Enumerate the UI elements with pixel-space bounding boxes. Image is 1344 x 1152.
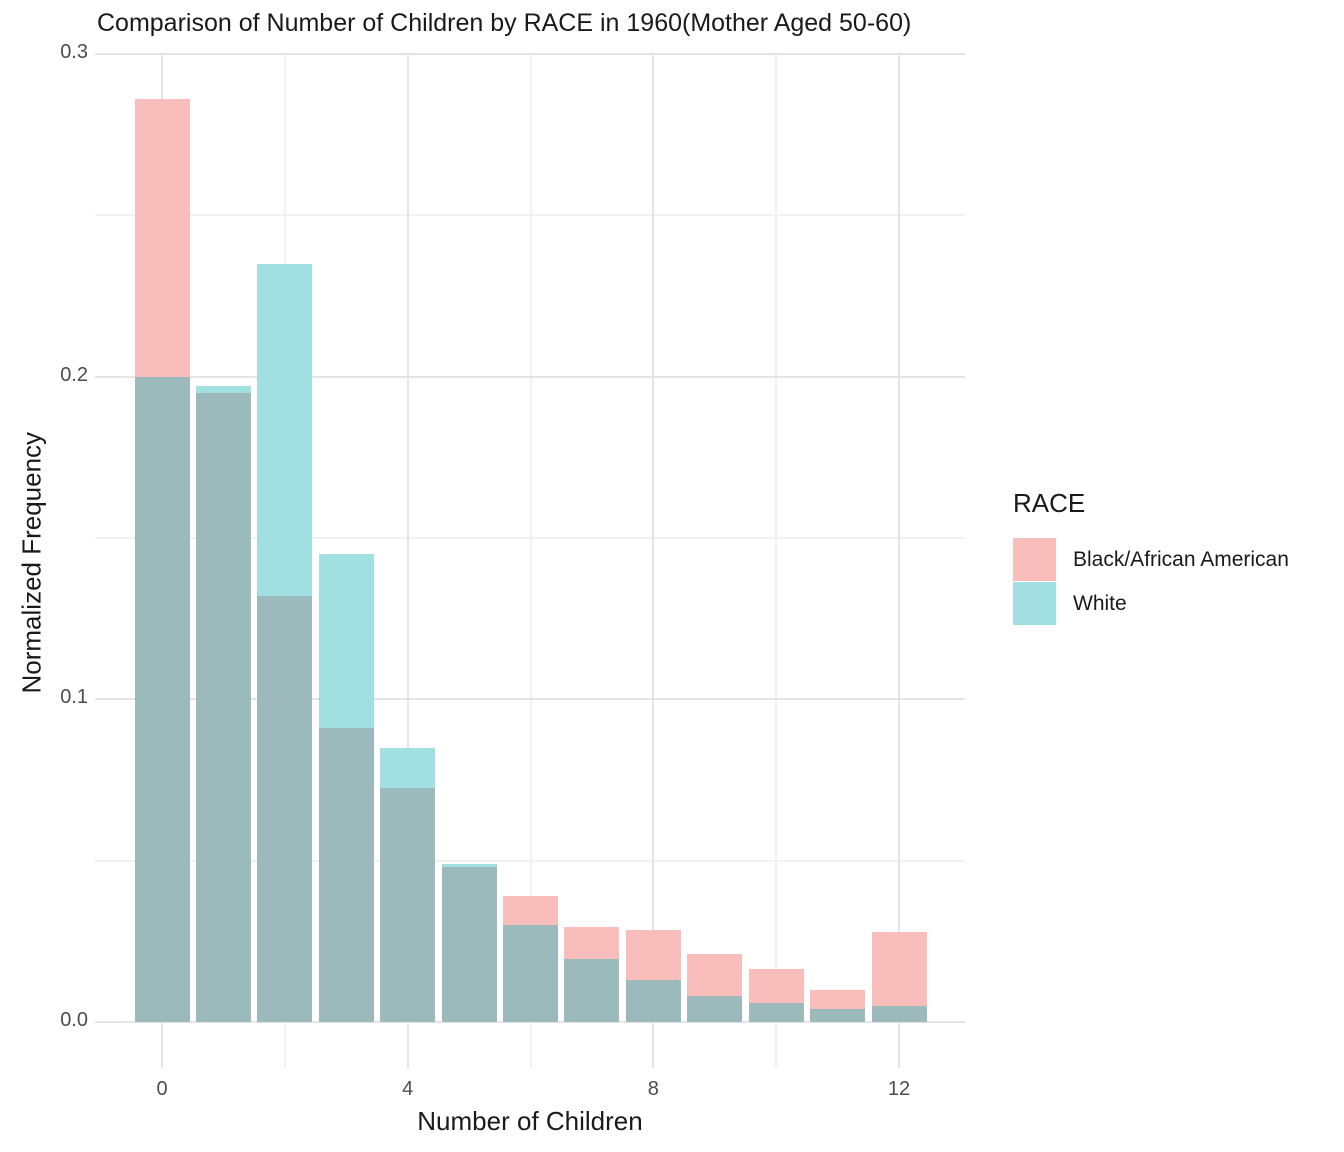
legend-swatch-black-african-american	[1013, 538, 1056, 581]
bar-overlap-x6	[503, 925, 559, 1022]
bar-black-x6	[503, 896, 559, 926]
legend-item-black-african-american: Black/African American	[1013, 538, 1333, 581]
y-minor-gridline	[95, 214, 965, 217]
bar-overlap-x3	[318, 728, 374, 1022]
x-tick-label: 0	[156, 1078, 168, 1100]
x-tick-label: 8	[647, 1078, 659, 1100]
bar-black-x9	[687, 954, 743, 997]
bar-white-x1	[195, 386, 251, 393]
y-major-gridline	[95, 698, 965, 701]
chart-title: Comparison of Number of Children by RACE…	[97, 9, 912, 37]
bar-overlap-x9	[687, 996, 743, 1022]
legend: RACE Black/African American White	[1013, 488, 1333, 626]
bar-white-x3	[318, 554, 374, 729]
x-minor-gridline	[775, 54, 778, 1068]
y-minor-gridline	[95, 536, 965, 539]
legend-label: Black/African American	[1073, 547, 1289, 571]
bar-overlap-x1	[195, 392, 251, 1022]
x-major-gridline	[898, 54, 901, 1068]
bar-overlap-x2	[257, 596, 313, 1022]
bar-black-x11	[810, 989, 866, 1010]
x-tick-label: 12	[887, 1078, 911, 1100]
y-minor-gridline	[95, 859, 965, 862]
y-tick-label: 0.3	[60, 40, 88, 63]
bar-overlap-x12	[871, 1005, 927, 1022]
x-tick-label: 4	[402, 1078, 414, 1100]
y-axis-title: Normalized Frequency	[16, 431, 47, 694]
bar-black-x0	[134, 99, 190, 377]
bar-black-x7	[564, 926, 620, 960]
bar-white-x2	[257, 263, 313, 597]
legend-item-white: White	[1013, 582, 1333, 625]
bar-overlap-x4	[380, 788, 436, 1022]
y-major-gridline	[95, 1021, 965, 1023]
x-major-gridline	[652, 54, 655, 1068]
y-tick-label: 0.0	[60, 1009, 88, 1031]
x-minor-gridline	[283, 54, 286, 1068]
bar-overlap-x10	[748, 1002, 804, 1022]
legend-swatch-white	[1013, 582, 1056, 625]
bar-black-x12	[871, 931, 927, 1006]
x-minor-gridline	[529, 54, 532, 1068]
bar-overlap-x5	[441, 867, 497, 1022]
x-axis-title: Number of Children	[417, 1106, 643, 1136]
bar-overlap-x0	[134, 376, 190, 1022]
bar-overlap-x11	[810, 1009, 866, 1022]
x-major-gridline	[406, 54, 409, 1068]
bar-overlap-x7	[564, 959, 620, 1022]
bar-overlap-x8	[625, 980, 681, 1022]
bar-black-x10	[748, 968, 804, 1003]
bar-white-x4	[380, 747, 436, 789]
x-major-gridline	[161, 54, 163, 1068]
y-tick-label: 0.2	[60, 363, 88, 386]
bar-black-x8	[625, 930, 681, 981]
y-major-gridline	[95, 375, 965, 378]
bar-white-x5	[441, 863, 497, 868]
legend-label: White	[1073, 591, 1127, 615]
legend-title: RACE	[1013, 488, 1086, 518]
y-major-gridline	[95, 52, 965, 55]
